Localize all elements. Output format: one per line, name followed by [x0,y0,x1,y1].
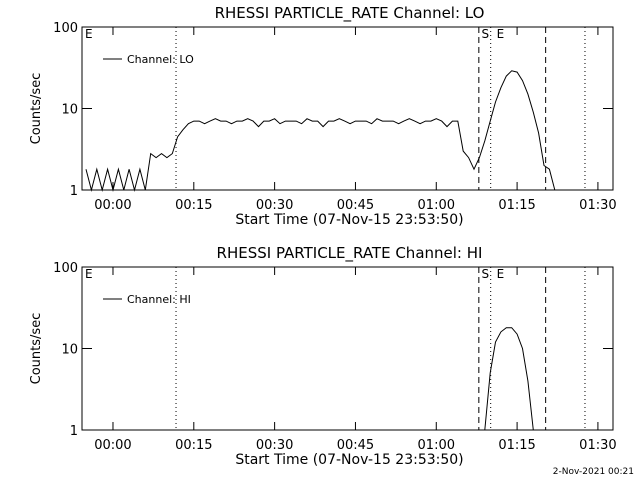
y-tick-label: 1 [70,184,78,199]
annotation: E [85,27,93,41]
annotation: E [497,27,505,41]
x-tick-label: 00:00 [94,198,131,213]
chart-title: RHESSI PARTICLE_RATE Channel: HI [217,244,483,263]
y-tick-label: 100 [53,261,78,276]
x-tick-label: 00:15 [175,198,212,213]
x-tick-label: 01:00 [418,198,455,213]
x-axis-title: Start Time (07-Nov-15 23:53:50) [235,452,463,468]
x-tick-label: 00:45 [337,198,374,213]
legend-label: Channel: HI [127,293,191,306]
footer: 2-Nov-2021 00:21 [553,467,634,477]
y-tick-label: 10 [61,343,78,358]
annotation: E [85,267,93,281]
y-tick-label: 10 [61,103,78,118]
annotation: S [482,27,490,41]
y-axis-title: Counts/sec [29,73,44,145]
x-tick-label: 00:00 [94,438,131,453]
x-tick-label: 01:30 [579,438,616,453]
x-tick-label: 01:00 [418,438,455,453]
x-axis-title: Start Time (07-Nov-15 23:53:50) [235,212,463,228]
x-tick-label: 01:30 [579,198,616,213]
annotation: S [482,267,490,281]
y-tick-label: 100 [53,21,78,36]
annotation: E [497,267,505,281]
chart-title: RHESSI PARTICLE_RATE Channel: LO [215,4,485,23]
x-tick-label: 01:15 [498,438,535,453]
x-tick-label: 01:15 [498,198,535,213]
y-axis-title: Counts/sec [29,313,44,385]
data-line [85,70,556,192]
x-tick-label: 00:30 [256,438,293,453]
legend-label: Channel: LO [127,53,194,66]
x-tick-label: 00:45 [337,438,374,453]
y-tick-label: 1 [70,424,78,439]
x-tick-label: 00:30 [256,198,293,213]
data-line [484,327,534,431]
x-tick-label: 00:15 [175,438,212,453]
